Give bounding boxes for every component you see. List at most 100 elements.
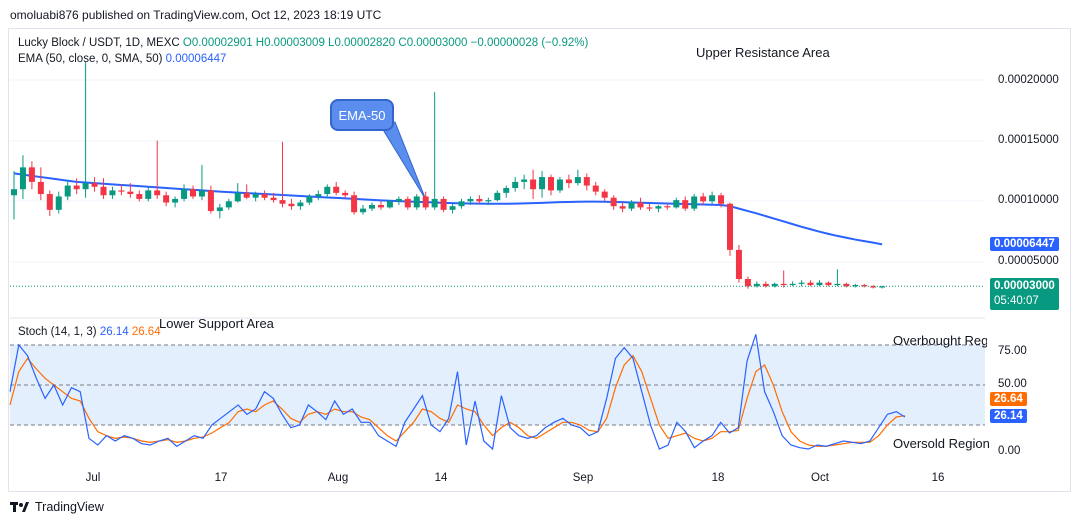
chart-legend: Lucky Block / USDT, 1D, MEXC O0.00002901… [18, 35, 588, 67]
candle-body [503, 187, 510, 193]
stoch-y-tick-label: 75.00 [998, 345, 1027, 357]
candle-body [664, 206, 671, 208]
x-tick-label: Oct [811, 472, 829, 484]
candle-body [530, 179, 537, 190]
candle-body [449, 206, 456, 210]
candle-body [11, 189, 17, 196]
candle-body [512, 181, 519, 188]
x-tick-label: 14 [434, 472, 448, 484]
footer-brand[interactable]: TradingView [10, 500, 104, 514]
candle-body [163, 195, 170, 203]
candle-body [315, 194, 322, 197]
candle-body [807, 282, 814, 286]
candle-body [252, 194, 259, 198]
tradingview-logo-icon [10, 502, 29, 512]
upper-resistance-label: Upper Resistance Area [696, 45, 830, 60]
candle-body [655, 206, 662, 209]
candle-body [270, 197, 277, 201]
candle-body [28, 167, 35, 182]
stoch-y-tick-label: 50.00 [998, 378, 1027, 390]
candle-body [727, 203, 733, 250]
candle-body [682, 200, 689, 209]
x-tick-label: 16 [931, 472, 945, 484]
candle-body [154, 190, 161, 196]
last-price-tag: 0.00003000 05:40:07 [990, 278, 1059, 310]
candle-body [333, 186, 340, 193]
candle-body [360, 208, 367, 213]
candle-body [82, 183, 89, 190]
candle-body [127, 191, 134, 195]
candle-body [100, 186, 107, 196]
candle-body [118, 190, 125, 192]
candle-body [145, 190, 152, 199]
candle-body [136, 194, 143, 199]
candle-body [494, 192, 501, 201]
symbol-title: Lucky Block / USDT, 1D, MEXC [18, 37, 180, 49]
stoch-d-value: 26.64 [131, 326, 161, 338]
x-tick-label: 18 [711, 472, 725, 484]
candle-body [351, 195, 358, 213]
candle-body [789, 283, 796, 286]
candle-body [422, 196, 429, 208]
y-tick-label: 0.00020000 [998, 74, 1059, 86]
candle-body [37, 181, 44, 195]
ema-price-tag: 0.00006447 [990, 237, 1059, 251]
candle-body [834, 283, 841, 286]
ema-callout-pointer [381, 121, 427, 201]
stoch-title: Stoch (14, 1, 3) [18, 326, 97, 338]
candle-body [700, 196, 707, 202]
last-price-value: 0.00003000 [994, 280, 1055, 292]
candle-body [583, 177, 590, 186]
candle-body [565, 179, 572, 184]
ema-50-line [13, 172, 883, 246]
lower-support-label: Lower Support Area [159, 316, 274, 331]
candle-body [628, 202, 635, 209]
candle-body [404, 198, 411, 208]
oversold-label: Oversold Region [893, 436, 990, 451]
candle-body [843, 283, 850, 287]
x-tick-label: Jul [85, 472, 101, 484]
stoch-k-line [9, 334, 906, 451]
candle-body [816, 282, 823, 286]
candle-body [109, 190, 116, 196]
candle-body [646, 207, 653, 209]
ema-title: EMA (50, close, 0, SMA, 50) [18, 53, 163, 65]
candle-body [592, 185, 599, 192]
publisher-line: omoluabi876 published on TradingView.com… [10, 8, 382, 22]
candle-body [431, 198, 438, 208]
y-tick-label: 0.00010000 [998, 194, 1059, 206]
candle-body [852, 285, 859, 287]
candle-body [556, 179, 563, 191]
candle-body [709, 195, 716, 202]
candle-body [458, 201, 465, 207]
candle-body [798, 282, 805, 284]
candle-body [413, 196, 420, 208]
ema-callout: EMA-50 [330, 99, 394, 131]
ema-legend-row: EMA (50, close, 0, SMA, 50) 0.00006447 [18, 51, 588, 67]
candle-body [19, 167, 26, 190]
candle-body [574, 177, 581, 184]
x-tick-label: Aug [327, 472, 349, 484]
stoch-d-tag: 26.64 [990, 392, 1027, 406]
candle-body [190, 189, 196, 197]
candle-body [485, 200, 492, 202]
overbought-label: Overbought Regi [893, 333, 987, 348]
ohlc-values: O0.00002901 H0.00003009 L0.00002820 C0.0… [182, 37, 589, 49]
candle-body [55, 196, 62, 210]
candle-body [691, 196, 698, 209]
candle-body [234, 192, 241, 202]
candle-body [619, 206, 626, 209]
candle-body [64, 185, 71, 197]
candle-body [377, 204, 384, 208]
candle-body [46, 194, 53, 210]
y-tick-label: 0.00015000 [998, 134, 1059, 146]
stoch-k-tag: 26.14 [990, 409, 1027, 423]
candle-body [440, 198, 447, 210]
candle-body [386, 201, 393, 208]
candle-body [601, 191, 608, 198]
candle-body [879, 286, 886, 288]
brand-name: TradingView [35, 500, 104, 514]
chart-frame [8, 28, 1071, 492]
x-tick-label: 17 [214, 472, 228, 484]
